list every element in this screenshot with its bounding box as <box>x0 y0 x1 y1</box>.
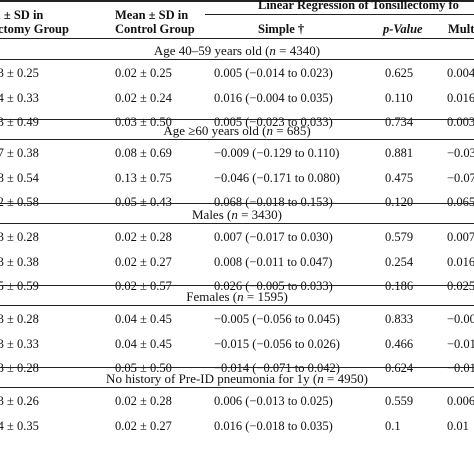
tonsillectomy-mean-cell: 0.03 ± 0.28 <box>0 230 39 244</box>
regression-group-header: Linear Regression of Tonsillectomy fo <box>258 0 459 12</box>
simple-regression-cell: −0.015 (−0.056 to 0.026) <box>214 336 340 351</box>
tonsillectomy-mean-cell: 0.03 ± 0.33 <box>0 336 39 351</box>
tonsillectomy-mean-cell: 0.04 ± 0.33 <box>0 90 39 105</box>
p-value-cell: 0.1 <box>385 418 401 433</box>
control-mean-cell: 0.02 ± 0.28 <box>115 230 172 244</box>
p-value-cell: 0.254 <box>385 254 414 269</box>
section-end-rule <box>0 203 474 204</box>
p-value-cell: 0.120 <box>385 195 414 209</box>
col-simple-header: Simple † <box>258 22 305 36</box>
multiple-regression-cell: 0.01 <box>447 418 469 433</box>
col-control-mean-header-line2: Control Group <box>115 22 195 36</box>
control-mean-cell: 0.05 ± 0.50 <box>115 361 172 375</box>
simple-regression-cell: 0.016 (−0.018 to 0.035) <box>214 418 333 433</box>
tonsillectomy-mean-cell: 0.03 ± 0.28 <box>0 361 39 375</box>
p-value-cell: 0.833 <box>385 312 414 326</box>
tonsillectomy-mean-cell: 0.05 ± 0.59 <box>0 279 39 293</box>
tonsillectomy-mean-cell: 0.03 ± 0.28 <box>0 312 39 326</box>
p-value-cell: 0.559 <box>385 394 414 408</box>
p-value-cell: 0.734 <box>385 115 414 129</box>
col-control-mean-header-line1: Mean ± SD in <box>115 8 189 22</box>
multiple-regression-cell: 0.016 ( <box>447 90 474 105</box>
tonsillectomy-mean-cell: 0.03 ± 0.38 <box>0 254 39 269</box>
section-title: Age ≥60 years old (n = 685) <box>163 123 311 138</box>
p-value-cell: 0.466 <box>385 336 414 351</box>
p-value-cell: 0.579 <box>385 230 414 244</box>
col-tonsillectomy-mean-header-line1: ean ± SD in <box>0 8 44 22</box>
simple-regression-cell: 0.005 (−0.014 to 0.023) <box>214 66 333 80</box>
control-mean-cell: 0.08 ± 0.69 <box>115 146 172 160</box>
tonsillectomy-mean-cell: 0.03 ± 0.25 <box>0 66 39 80</box>
col-tonsillectomy-mean-header-line2: illectomy Group <box>0 22 69 36</box>
control-mean-cell: 0.04 ± 0.45 <box>115 336 172 351</box>
control-mean-cell: 0.13 ± 0.75 <box>115 170 172 185</box>
multiple-regression-cell: −0.017 ( <box>447 361 474 375</box>
multiple-regression-cell: 0.007 ( <box>447 230 474 244</box>
section-rule <box>0 59 474 60</box>
group-header-rule <box>205 14 474 15</box>
section-rule <box>0 305 474 306</box>
table-top-rule <box>0 0 474 2</box>
simple-regression-cell: 0.026 (−0.005 to 0.033) <box>214 279 333 293</box>
control-mean-cell: 0.04 ± 0.45 <box>115 312 172 326</box>
p-value-cell: 0.881 <box>385 146 414 160</box>
simple-regression-cell: 0.016 (−0.004 to 0.035) <box>214 90 333 105</box>
section-end-rule <box>0 119 474 120</box>
section-rule <box>0 223 474 224</box>
multiple-regression-cell: 0.006 ( <box>447 394 474 408</box>
multiple-regression-cell: −0.078 ( <box>447 170 474 185</box>
control-mean-cell: 0.02 ± 0.57 <box>115 279 172 293</box>
simple-regression-cell: −0.014 (−0.071 to 0.042) <box>214 361 340 375</box>
section-title: Females (n = 1595) <box>186 289 288 304</box>
header-bottom-rule <box>0 38 474 39</box>
section-title: Males (n = 3430) <box>191 207 283 222</box>
multiple-regression-cell: 0.004 ( <box>447 66 474 80</box>
simple-regression-cell: 0.005 (−0.023 to 0.033) <box>214 115 333 129</box>
p-value-cell: 0.186 <box>385 279 414 293</box>
p-value-cell: 0.625 <box>385 66 414 80</box>
tonsillectomy-mean-cell: 0.07 ± 0.38 <box>0 146 39 160</box>
section-end-rule <box>0 285 474 286</box>
tonsillectomy-mean-cell: 0.08 ± 0.54 <box>0 170 39 185</box>
control-mean-cell: 0.02 ± 0.27 <box>115 254 172 269</box>
control-mean-cell: 0.02 ± 0.24 <box>115 90 172 105</box>
simple-regression-cell: 0.008 (−0.011 to 0.047) <box>214 254 333 269</box>
simple-regression-cell: −0.046 (−0.171 to 0.080) <box>214 170 340 185</box>
control-mean-cell: 0.02 ± 0.25 <box>115 66 172 80</box>
control-mean-cell: 0.02 ± 0.27 <box>115 418 172 433</box>
multiple-regression-cell: −0.031 ( <box>447 146 474 160</box>
section-rule <box>0 139 474 140</box>
control-mean-cell: 0.05 ± 0.43 <box>115 195 172 209</box>
col-mult-header: Mult <box>448 22 474 36</box>
tonsillectomy-mean-cell: 0.03 ± 0.26 <box>0 394 39 408</box>
control-mean-cell: 0.02 ± 0.28 <box>115 394 172 408</box>
simple-regression-cell: 0.006 (−0.013 to 0.025) <box>214 394 333 408</box>
col-pvalue-header: p-Value <box>383 22 423 36</box>
section-title: Age 40–59 years old (n = 4340) <box>153 43 321 58</box>
simple-regression-cell: 0.007 (−0.017 to 0.030) <box>214 230 333 244</box>
section-rule <box>0 387 474 388</box>
p-value-cell: 0.110 <box>385 90 413 105</box>
multiple-regression-cell: 0.065 ( <box>447 195 474 209</box>
multiple-regression-cell: −0.014 ( <box>447 336 474 351</box>
tonsillectomy-mean-cell: 0.12 ± 0.58 <box>0 195 39 209</box>
section-title: No history of Pre-ID pneumonia for 1y (n… <box>106 371 368 386</box>
simple-regression-cell: −0.005 (−0.056 to 0.045) <box>214 312 340 326</box>
multiple-regression-cell: 0.025 ( <box>447 279 474 293</box>
simple-regression-cell: −0.009 (−0.129 to 0.110) <box>214 146 340 160</box>
multiple-regression-cell: 0.003 ( <box>447 115 474 129</box>
multiple-regression-cell: 0.016 ( <box>447 254 474 269</box>
control-mean-cell: 0.03 ± 0.50 <box>115 115 172 129</box>
simple-regression-cell: 0.068 (−0.018 to 0.153) <box>214 195 333 209</box>
p-value-cell: 0.624 <box>385 361 414 375</box>
p-value-cell: 0.475 <box>385 170 414 185</box>
section-end-rule <box>0 367 474 368</box>
tonsillectomy-mean-cell: 0.04 ± 0.35 <box>0 418 39 433</box>
tonsillectomy-mean-cell: 0.03 ± 0.49 <box>0 115 39 129</box>
multiple-regression-cell: −0.009 ( <box>447 312 474 326</box>
